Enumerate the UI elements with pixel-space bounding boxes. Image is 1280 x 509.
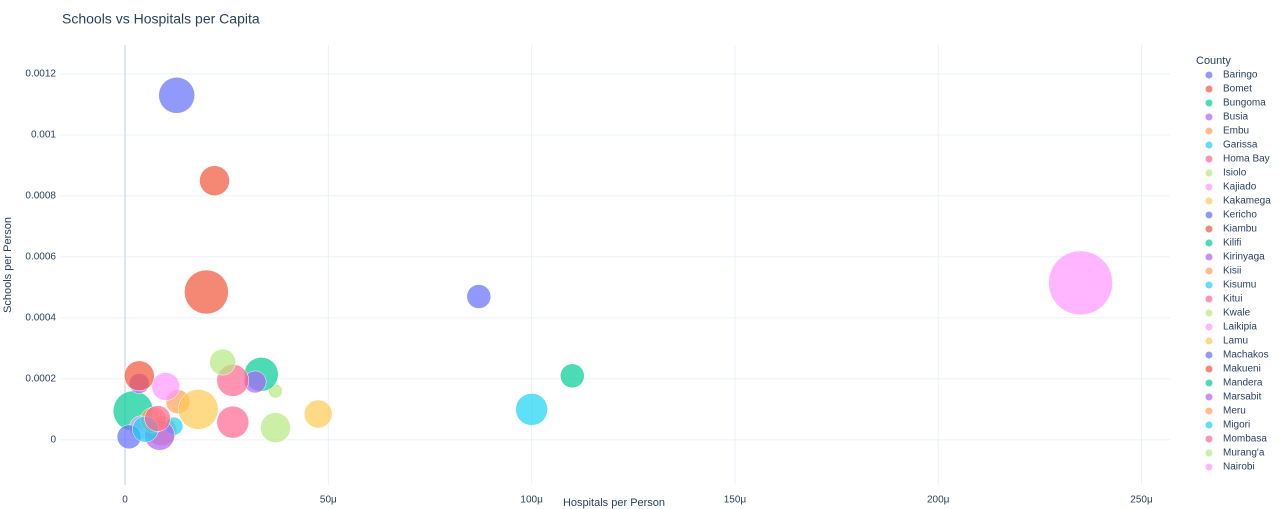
legend-label: Kitui [1223,294,1242,305]
legend-label: Bomet [1223,84,1252,95]
bubble [209,348,236,376]
legend-marker [1205,379,1213,387]
legend-marker [1205,253,1213,261]
legend-marker [1205,99,1213,107]
legend-marker [1205,267,1213,275]
legend-marker [1205,281,1213,289]
x-tick-label: 0 [122,495,128,506]
legend-marker [1205,295,1213,303]
legend-marker [1205,225,1213,233]
legend-label: Kiambu [1223,224,1257,235]
bubble [303,399,333,429]
bubble [1048,250,1113,316]
legend-label: Kirinyaga [1223,252,1265,263]
legend-label: Mandera [1223,378,1263,389]
legend-label: Isiolo [1223,168,1247,179]
bubble [151,372,180,401]
legend-marker [1205,197,1213,205]
bubble [260,412,291,443]
x-tick-label: 250μ [1130,495,1153,506]
legend-marker [1205,365,1213,373]
legend-marker [1205,85,1213,93]
legend-label: Homa Bay [1223,154,1270,165]
legend-label: Kwale [1223,308,1251,319]
legend-label: Embu [1223,126,1249,137]
legend-marker [1205,113,1213,121]
legend-marker [1205,351,1213,359]
legend-marker [1205,239,1213,247]
legend-label: Makueni [1223,364,1261,375]
legend-marker [1205,71,1213,79]
legend-label: Meru [1223,406,1246,417]
legend-label: Marsabit [1223,392,1262,403]
x-tick-label: 200μ [927,495,950,506]
legend-label: Kilifi [1223,238,1241,249]
legend-label: Laikipia [1223,322,1257,333]
legend-marker [1205,127,1213,135]
chart-title: Schools vs Hospitals per Capita [62,11,260,27]
legend-label: Machakos [1223,350,1269,361]
legend-marker [1205,393,1213,401]
x-tick-label: 100μ [520,495,543,506]
legend-label: Mombasa [1223,434,1267,445]
bubble [124,360,155,392]
y-tick-label: 0.001 [31,130,56,141]
legend-marker [1205,169,1213,177]
legend-label: Kericho [1223,210,1257,221]
bubble [199,165,230,196]
bubble [158,77,195,114]
legend-marker [1205,463,1213,471]
bubble [184,269,229,315]
y-tick-label: 0.0004 [25,313,56,324]
x-axis-title: Hospitals per Person [563,497,665,509]
legend-marker [1205,323,1213,331]
legend-marker [1205,337,1213,345]
legend-label: Kisumu [1223,280,1256,291]
legend-marker [1205,435,1213,443]
legend-label: Murang'a [1223,448,1265,459]
y-tick-label: 0.0012 [25,69,56,80]
bubble [466,284,492,309]
legend-marker [1205,407,1213,415]
bubble [515,393,548,426]
legend-marker [1205,155,1213,163]
legend-label: Kisii [1223,266,1241,277]
y-tick-label: 0.0008 [25,191,56,202]
legend-title: County [1196,55,1231,67]
x-tick-label: 150μ [724,495,747,506]
y-tick-label: 0.0002 [25,374,56,385]
x-tick-label: 50μ [320,495,337,506]
legend-marker [1205,421,1213,429]
legend-marker [1205,141,1213,149]
legend-marker [1205,309,1213,317]
legend-label: Baringo [1223,70,1258,81]
legend-label: Bungoma [1223,98,1266,109]
legend-label: Kakamega [1223,196,1271,207]
legend-marker [1205,449,1213,457]
legend-marker [1205,211,1213,219]
legend-label: Migori [1223,420,1250,431]
y-tick-label: 0 [50,435,56,446]
y-tick-label: 0.0006 [25,252,56,263]
legend-marker [1205,183,1213,191]
legend-label: Lamu [1223,336,1248,347]
bubble [177,389,219,430]
legend-label: Nairobi [1223,462,1255,473]
legend-label: Garissa [1223,140,1258,151]
y-axis-title: Schools per Person [2,217,14,313]
legend-label: Busia [1223,112,1248,123]
bubble [560,363,585,389]
bubble [144,405,171,432]
legend-label: Kajiado [1223,182,1257,193]
bubble [216,405,250,439]
